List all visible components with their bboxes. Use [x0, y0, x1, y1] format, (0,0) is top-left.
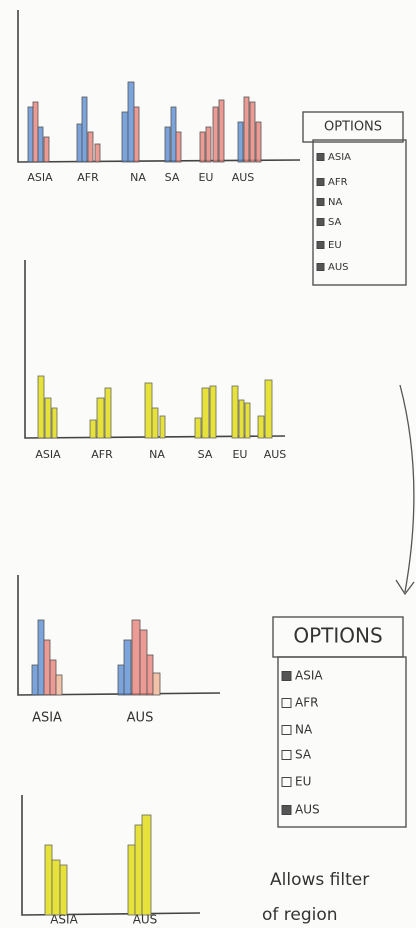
- option-label: AFR: [328, 177, 348, 188]
- checkbox: [281, 777, 292, 787]
- x-label: SA: [198, 448, 213, 461]
- checkbox: [316, 241, 325, 249]
- x-label: AFR: [91, 448, 113, 461]
- x-label: AFR: [77, 171, 99, 184]
- option-label: EU: [295, 775, 311, 789]
- x-label: AUS: [232, 171, 255, 184]
- option-label: EU: [328, 240, 342, 251]
- x-label: ASIA: [35, 448, 61, 461]
- x-label: AUS: [133, 913, 158, 927]
- options-title: OPTIONS: [324, 120, 382, 135]
- options-list-box: [312, 139, 407, 286]
- x-label: ASIA: [32, 711, 62, 726]
- option-label: NA: [328, 197, 342, 208]
- x-label: SA: [165, 171, 180, 184]
- x-label: NA: [130, 171, 146, 184]
- x-label: NA: [149, 448, 165, 461]
- option-label: NA: [295, 723, 313, 737]
- option-label: SA: [295, 748, 312, 762]
- checkbox: [281, 698, 292, 708]
- options-title-box: [302, 111, 404, 143]
- option-label: AUS: [295, 803, 320, 817]
- bar-sketch: [17, 575, 221, 696]
- option-label: SA: [328, 217, 342, 228]
- arrow: [395, 384, 415, 596]
- options-list-box: [277, 656, 407, 828]
- option-label: ASIA: [295, 669, 323, 683]
- checkbox: [316, 178, 325, 186]
- note-line: Allows filter: [270, 870, 369, 890]
- bar-sketch: [17, 10, 301, 163]
- x-label: ASIA: [50, 913, 78, 927]
- checkbox: [316, 263, 325, 271]
- option-label: AUS: [328, 262, 349, 273]
- checkbox: [281, 750, 292, 760]
- x-label: AUS: [264, 448, 287, 461]
- checkbox: [316, 198, 325, 206]
- checkbox: [281, 725, 292, 735]
- x-label: AUS: [127, 711, 154, 726]
- checkbox: [281, 805, 292, 815]
- checkbox: [316, 218, 325, 226]
- note-line: of region: [262, 905, 338, 925]
- x-label: EU: [198, 171, 213, 184]
- bar-sketch: [21, 795, 201, 916]
- option-label: AFR: [295, 696, 318, 710]
- bar-sketch: [24, 260, 286, 439]
- options-title: OPTIONS: [293, 624, 382, 648]
- checkbox: [316, 153, 325, 161]
- x-label: EU: [232, 448, 247, 461]
- checkbox: [281, 671, 292, 681]
- x-label: ASIA: [27, 171, 53, 184]
- option-label: ASIA: [328, 152, 351, 163]
